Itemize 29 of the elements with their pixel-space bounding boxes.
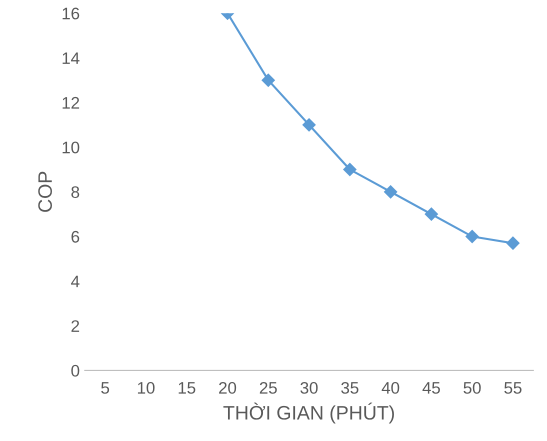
point — [424, 208, 438, 221]
y-tick-label: 2 — [71, 320, 80, 332]
x-tick-label: 30 — [300, 382, 318, 394]
point — [506, 236, 520, 250]
point — [262, 74, 275, 87]
point — [343, 162, 356, 176]
x-tick-label: 25 — [260, 382, 277, 394]
x-tick-label: 5 — [101, 382, 110, 394]
point — [302, 118, 316, 132]
y-axis-title: COP — [38, 172, 52, 212]
y-tick-label: 6 — [72, 230, 80, 243]
x-tick-label: 50 — [464, 382, 481, 394]
y-tick-label: 14 — [62, 52, 80, 64]
point — [466, 230, 479, 244]
x-tick-label: 10 — [138, 382, 155, 394]
x-tick-label: 40 — [382, 382, 400, 394]
y-tick-label: 10 — [62, 142, 80, 154]
x-tick-label: 55 — [504, 382, 522, 394]
y-tick-label: 4 — [71, 276, 80, 288]
x-tick-label: 35 — [341, 382, 358, 394]
y-tick-label: 8 — [71, 186, 80, 198]
y-tick-label: 0 — [71, 364, 80, 377]
point — [384, 185, 398, 198]
y-tick-label: 16 — [62, 8, 80, 20]
x-tick-label: 20 — [219, 382, 236, 394]
x-tick-label: 45 — [422, 382, 440, 394]
x-axis-title: THỜI GIAN (PHÚT) — [223, 402, 394, 424]
x-tick-label: 15 — [178, 382, 196, 394]
y-tick-label: 12 — [62, 96, 80, 109]
